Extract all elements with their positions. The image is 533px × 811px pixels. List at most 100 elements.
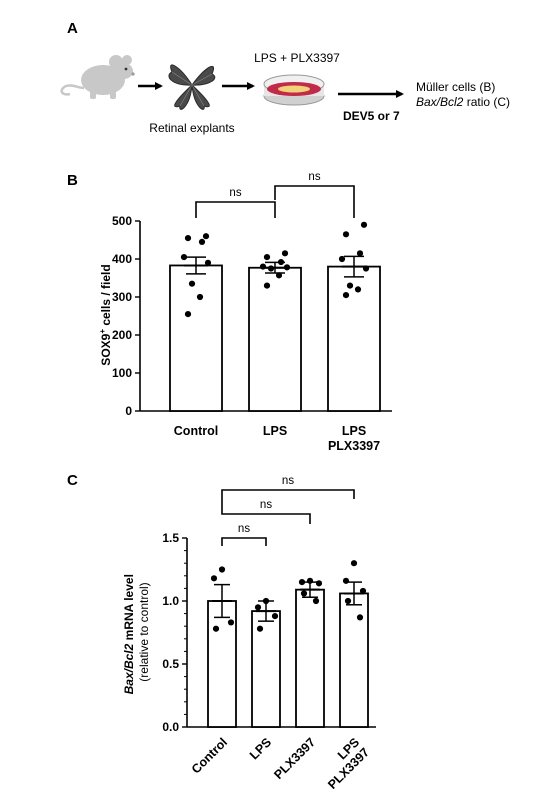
category-label: LPS [247, 735, 274, 762]
data-point [184, 311, 192, 318]
data-point [212, 625, 220, 632]
category-label-line: PLX3397 [271, 735, 318, 782]
category-label: Control [189, 735, 230, 776]
data-point [342, 292, 350, 299]
data-point [315, 580, 323, 587]
category-label: PLX3397 [271, 735, 318, 782]
category-label-line: LPS [263, 424, 287, 438]
data-point [218, 566, 226, 573]
data-point [202, 233, 210, 240]
significance-bracket [195, 201, 276, 218]
y-tick-label: 500 [112, 214, 132, 228]
data-point [263, 282, 271, 289]
data-point [354, 286, 362, 293]
timepoint-label: DEV5 or 7 [343, 109, 400, 123]
data-point [306, 577, 314, 584]
y-tick-label: 400 [112, 252, 132, 266]
data-point [184, 235, 192, 242]
data-point [275, 272, 283, 279]
data-point [196, 293, 204, 301]
data-point [198, 238, 206, 245]
data-point [271, 613, 279, 620]
data-point [338, 255, 346, 263]
category-label: LPSPLX3397 [315, 735, 372, 792]
data-point [263, 254, 271, 261]
category-label: Control [174, 424, 218, 438]
chart-c-ylabel-rest: mRNA level [122, 574, 136, 644]
chart-b-ylabel-rest: cells / field [99, 264, 113, 329]
chart-c-ylabel: Bax/Bcl2 mRNA level (relative to control… [120, 570, 151, 695]
data-point [204, 259, 212, 266]
chart-c-ylabel-line1: Bax/Bcl2 mRNA level [122, 574, 136, 694]
significance-label: ns [282, 475, 294, 487]
category-label: LPS [263, 424, 287, 438]
category-label-line: Control [189, 735, 230, 776]
y-tick-label: 300 [112, 290, 132, 304]
category-label-line: LPS [247, 735, 274, 762]
y-tick-label: 1.0 [162, 594, 179, 608]
panel-letter-c: C [67, 472, 78, 489]
data-point [356, 614, 364, 621]
readout-line-1: Müller cells (B) [416, 80, 495, 94]
data-point [188, 280, 196, 287]
bar [248, 266, 302, 412]
data-point [277, 258, 285, 266]
significance-label: ns [238, 523, 250, 535]
y-tick-label: 0.5 [162, 657, 179, 671]
readout-suffix: ratio (C) [463, 95, 510, 109]
bar [251, 610, 281, 728]
panel-letter-a: A [67, 20, 78, 37]
retina-flatmount-icon [168, 64, 216, 110]
y-tick-label: 200 [112, 328, 132, 342]
data-point [362, 265, 370, 272]
chart-c-ylabel-sub: (relative to control) [137, 582, 151, 681]
panel-b: B SOX9+ cells / field 0 100 200 300 400 500 Co… [67, 171, 392, 453]
significance-label: ns [229, 187, 241, 199]
data-point [180, 254, 188, 261]
data-point [298, 579, 306, 586]
bar [327, 265, 381, 412]
significance-bracket [274, 185, 355, 218]
significance-label: ns [260, 499, 272, 511]
readout-line-2: Bax/Bcl2 ratio (C) [416, 95, 510, 109]
data-point [300, 590, 308, 597]
data-point [254, 604, 262, 611]
treatment-label: LPS + PLX3397 [254, 51, 340, 65]
data-point [256, 625, 264, 632]
panel-c: C Bax/Bcl2 mRNA level (relative to contr… [67, 472, 376, 792]
data-point [342, 577, 350, 584]
data-point [356, 250, 364, 257]
y-tick-label: 0 [125, 404, 132, 418]
category-label-line: Control [174, 424, 218, 438]
mouse-icon [60, 55, 135, 99]
panel-letter-b: B [67, 172, 78, 189]
bar [339, 592, 369, 728]
data-point [359, 587, 367, 595]
data-point [259, 263, 267, 270]
bar [169, 264, 223, 412]
y-tick-label: 100 [112, 366, 132, 380]
significance-label: ns [308, 171, 320, 183]
significance-bracket [221, 511, 311, 524]
petri-dish-icon [263, 74, 325, 106]
data-point [267, 265, 275, 272]
y-tick-label: 0.0 [162, 720, 179, 734]
chart-c-ylabel-gene: Bax/Bcl2 [122, 643, 136, 694]
y-tick-label: 1.5 [162, 531, 179, 545]
data-point [262, 597, 270, 605]
data-point [210, 575, 218, 582]
explant-label: Retinal explants [149, 121, 234, 135]
data-point [344, 597, 352, 605]
readout-gene-label: Bax/Bcl2 [416, 95, 464, 109]
data-point [312, 597, 320, 605]
panel-a: A Retinal explants [60, 20, 510, 135]
data-point [281, 250, 289, 257]
data-point [283, 264, 291, 271]
category-label-line: LPS [342, 424, 366, 438]
chart-b-ylabel: SOX9+ cells / field [98, 264, 113, 365]
data-point [360, 221, 368, 228]
data-point [342, 231, 350, 238]
